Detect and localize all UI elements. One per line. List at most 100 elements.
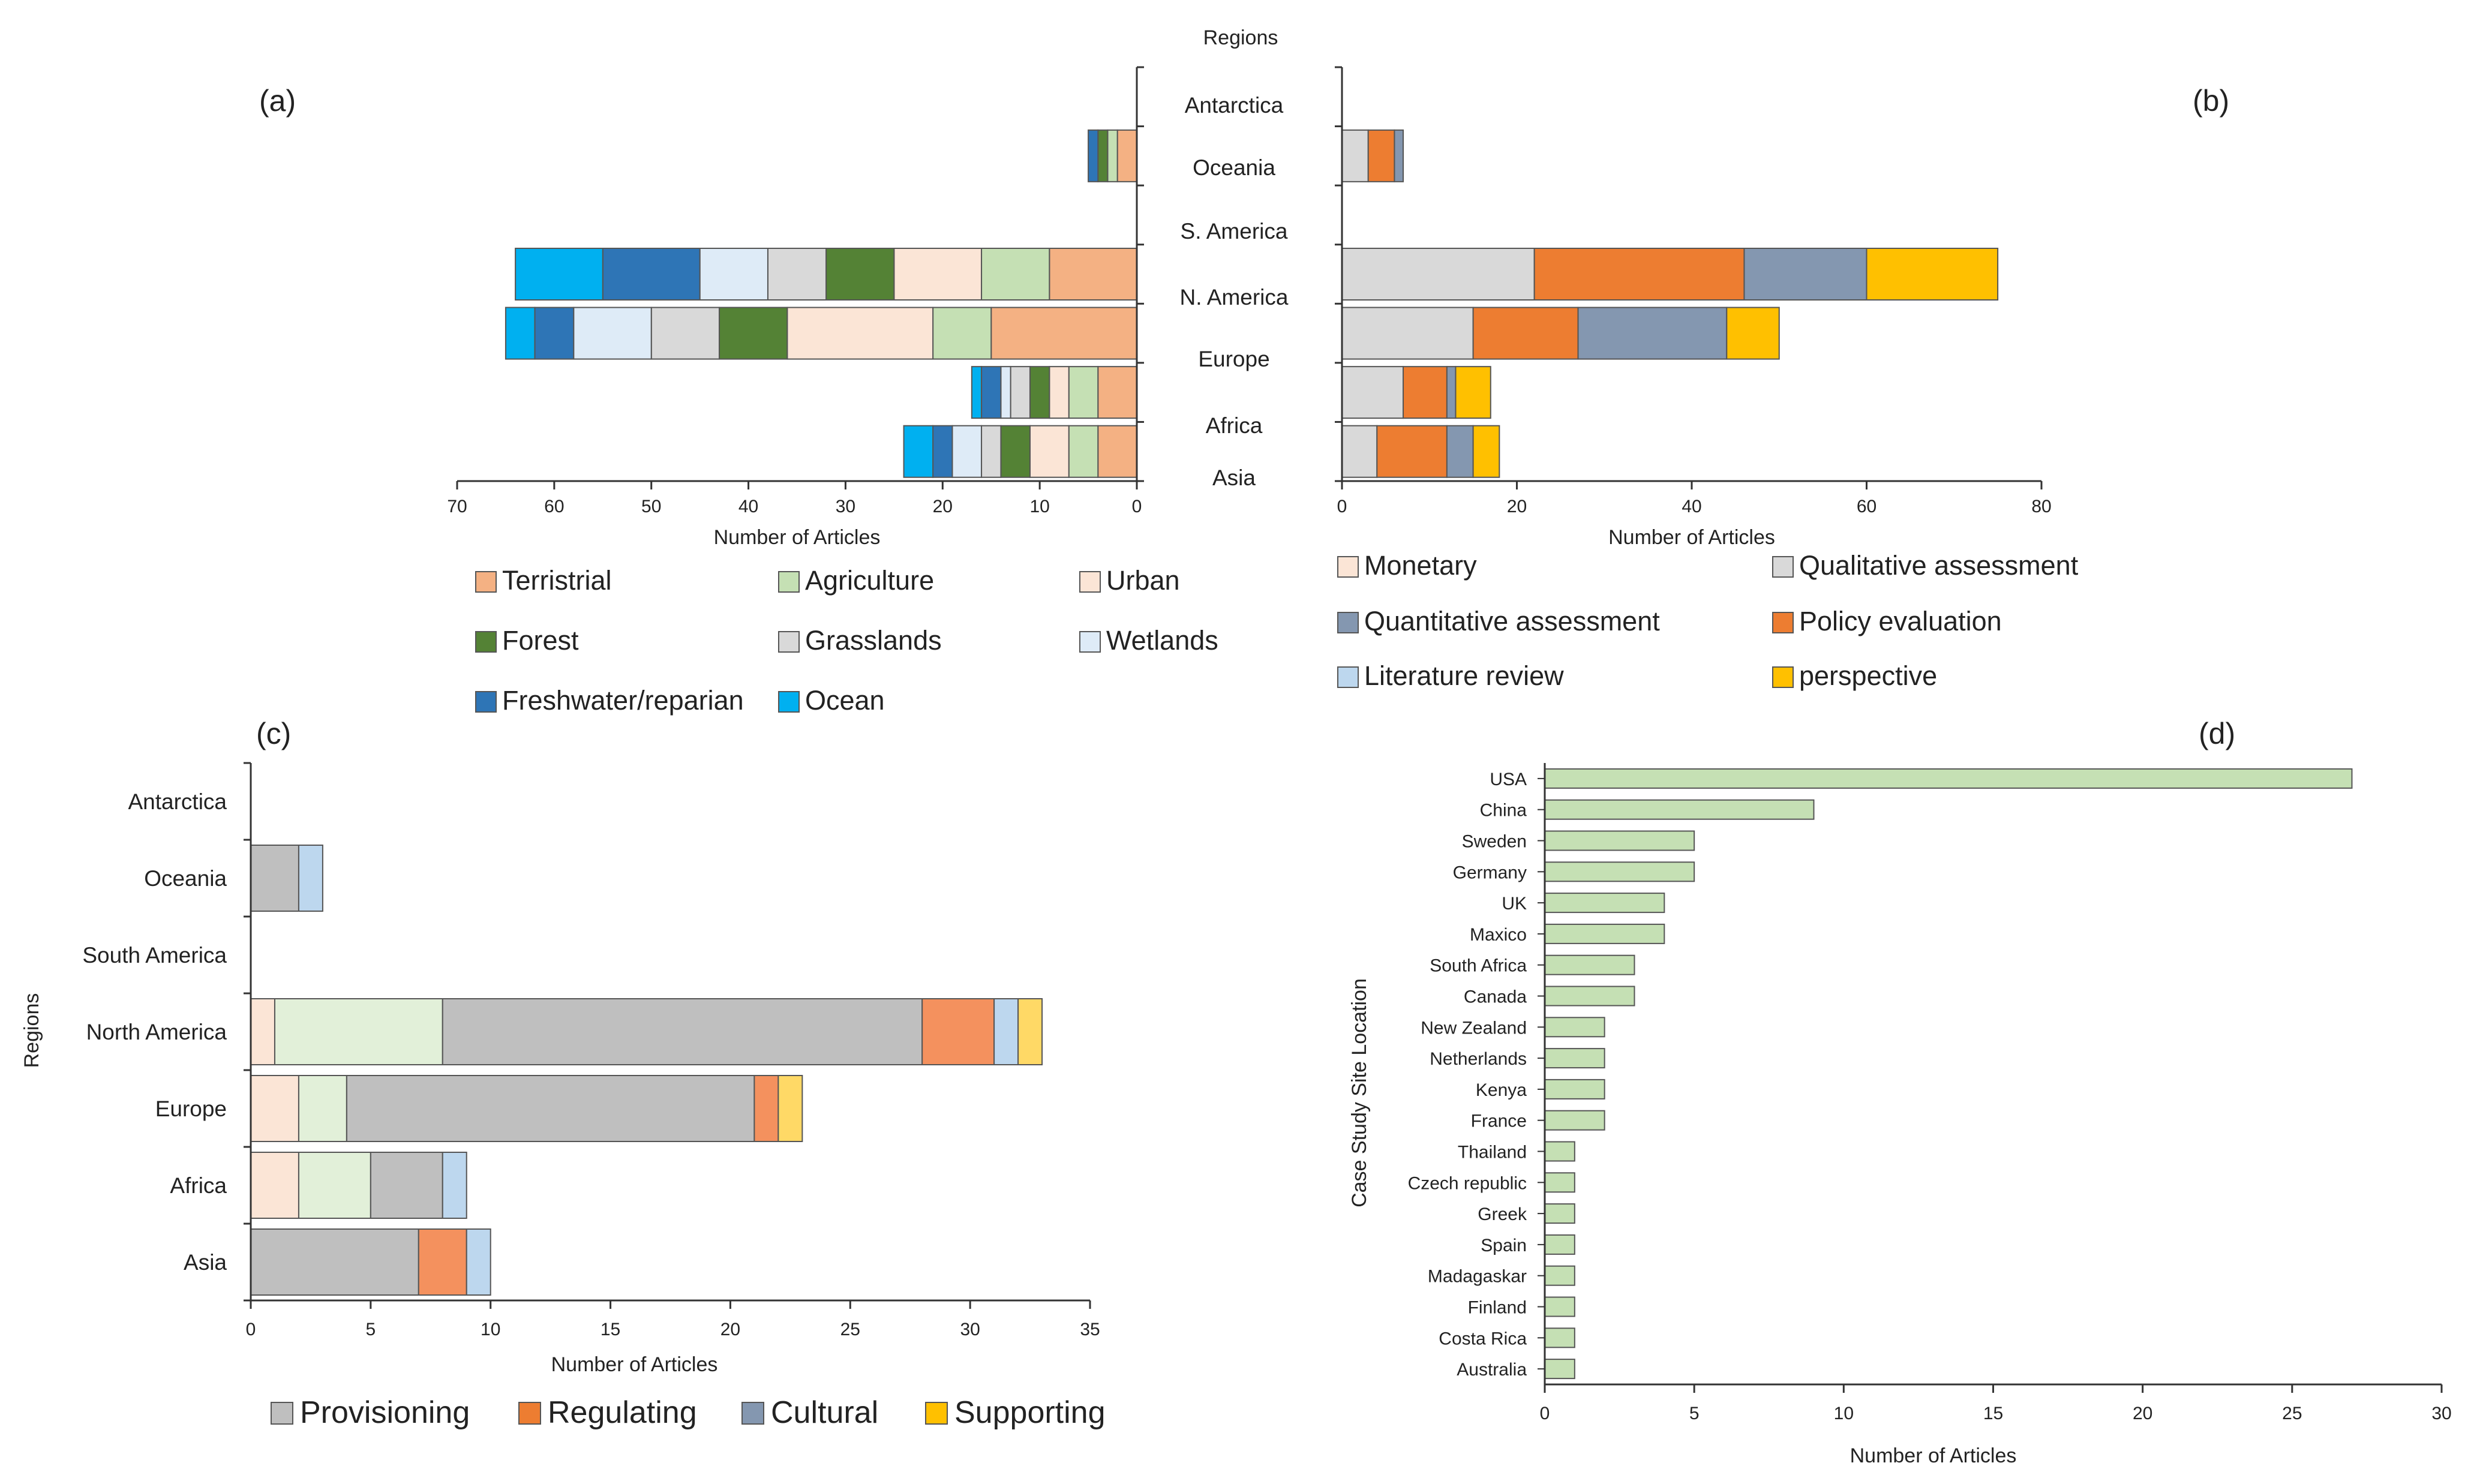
- bar-d-6: [1544, 954, 1635, 975]
- bar-d-5: [1544, 923, 1665, 944]
- bar-a-5-1: [1068, 366, 1099, 419]
- legend-swatch-b: [1337, 666, 1359, 688]
- x-tick-label-b: 0: [1337, 497, 1347, 516]
- bar-d-14: [1544, 1203, 1575, 1224]
- legend-swatch-b: [1337, 556, 1359, 578]
- panel-c: (c) Antarctica Oceania South America North A…: [20, 717, 1106, 1430]
- bar-a-4-7: [505, 307, 536, 360]
- bar-c-6-3: [418, 1228, 467, 1296]
- bar-a-1-6: [1088, 129, 1099, 182]
- x-tick-label-c: 0: [246, 1320, 256, 1339]
- category-label-d: Maxico: [1470, 925, 1527, 945]
- panel-b: (b) 0 20 40 60 80 Number of Articles Monetary Qu…: [1335, 66, 2229, 691]
- bar-d-11: [1544, 1110, 1605, 1131]
- category-label-d: China: [1480, 801, 1527, 821]
- category-label-c: Europe: [155, 1097, 227, 1121]
- legend-swatch-c: [518, 1402, 541, 1425]
- category-label-d: Spain: [1481, 1236, 1527, 1255]
- bar-a-3-3: [825, 248, 895, 301]
- panel-d: (d) USA China Sweden Germany UK Maxico South Af…: [1348, 717, 2452, 1467]
- bar-a-5-4: [1010, 366, 1031, 419]
- bar-b-1-2: [1367, 129, 1395, 182]
- x-tick-label-b: 40: [1682, 497, 1701, 516]
- legend-label-a: Urban: [1106, 565, 1180, 596]
- legend-label-a: Wetlands: [1106, 625, 1218, 656]
- category-label-a: S. America: [1181, 219, 1288, 244]
- bar-c-3-5: [1017, 998, 1043, 1065]
- bar-b-5-1: [1341, 366, 1404, 419]
- y-axis-title-d: Case Study Site Location: [1348, 978, 1371, 1207]
- bar-b-1-1: [1341, 129, 1369, 182]
- panel-a: (a) Regions 70 60 50 40 30 20 10 0 Number of Artic…: [259, 26, 1289, 716]
- bar-a-6-5: [951, 425, 983, 478]
- bar-d-18: [1544, 1327, 1575, 1348]
- bar-d-0: [1544, 768, 2353, 789]
- bar-d-13: [1544, 1172, 1575, 1193]
- x-tick-label-a: 70: [447, 497, 467, 516]
- bar-a-6-1: [1068, 425, 1099, 478]
- legend-label-b: Monetary: [1364, 550, 1477, 581]
- category-label-c: South America: [82, 943, 227, 968]
- legend-swatch-b: [1772, 556, 1794, 578]
- bar-d-19: [1544, 1359, 1575, 1380]
- bar-a-3-0: [1049, 248, 1138, 301]
- bar-c-5-2: [370, 1152, 443, 1219]
- legend-label-b: perspective: [1799, 660, 1937, 691]
- category-label-d: Thailand: [1458, 1143, 1527, 1162]
- bar-d-8: [1544, 1017, 1605, 1038]
- legend-swatch-c: [271, 1402, 293, 1425]
- panel-label-d: (d): [2199, 717, 2235, 750]
- bar-b-4-1: [1341, 307, 1474, 360]
- x-tick-label-c: 10: [481, 1320, 500, 1339]
- category-label-a: Asia: [1212, 465, 1256, 490]
- category-label-c: Antarctica: [128, 789, 227, 814]
- bar-a-3-5: [699, 248, 768, 301]
- legend-swatch-a: [475, 631, 497, 653]
- legend-label-b: Literature review: [1364, 660, 1564, 691]
- x-tick-label-c: 5: [366, 1320, 376, 1339]
- bar-d-1: [1544, 799, 1815, 820]
- bar-b-1-3: [1394, 129, 1404, 182]
- legend-label-b: Policy evaluation: [1799, 606, 2002, 636]
- x-tick-label-a: 30: [836, 497, 855, 516]
- legend-swatch-a: [1079, 631, 1101, 653]
- bar-b-5-3: [1446, 366, 1457, 419]
- bar-a-5-2: [1049, 366, 1070, 419]
- x-tick-label-c: 35: [1080, 1320, 1100, 1339]
- bar-a-4-4: [650, 307, 720, 360]
- x-tick-label-c: 20: [720, 1320, 740, 1339]
- bar-b-4-5: [1726, 307, 1780, 360]
- bar-a-5-6: [981, 366, 1002, 419]
- x-tick-label-a: 60: [544, 497, 564, 516]
- bar-c-4-3: [753, 1075, 779, 1142]
- category-label-d: Canada: [1464, 987, 1527, 1007]
- x-tick-label-a: 40: [738, 497, 758, 516]
- bar-d-12: [1544, 1141, 1575, 1162]
- bar-c-3-4: [993, 998, 1019, 1065]
- legend-swatch-a: [778, 571, 800, 593]
- bar-c-3-2: [442, 998, 923, 1065]
- legend-swatch-c: [925, 1402, 948, 1425]
- legend-label-c: Cultural: [771, 1395, 878, 1430]
- legend-label-a: Terristrial: [502, 565, 612, 596]
- bar-d-15: [1544, 1234, 1575, 1255]
- bar-c-6-2: [250, 1228, 419, 1296]
- bar-d-17: [1544, 1296, 1575, 1317]
- x-axis-title-c: Number of Articles: [551, 1353, 718, 1376]
- bar-d-3: [1544, 861, 1695, 882]
- legend-label-a: Ocean: [805, 685, 885, 716]
- bar-d-16: [1544, 1265, 1575, 1286]
- category-label-c: Asia: [184, 1250, 227, 1275]
- bar-b-5-2: [1403, 366, 1448, 419]
- bar-b-6-2: [1376, 425, 1448, 478]
- x-tick-label-d: 25: [2282, 1404, 2302, 1423]
- category-label-a: Europe: [1198, 347, 1269, 371]
- x-tick-label-b: 60: [1857, 497, 1876, 516]
- x-tick-label-d: 5: [1689, 1404, 1700, 1423]
- x-tick-label-d: 30: [2431, 1404, 2451, 1423]
- y-axis-title-c: Regions: [20, 993, 43, 1068]
- bar-a-6-0: [1097, 425, 1138, 478]
- category-label-d: Costa Rica: [1439, 1329, 1527, 1348]
- legend-swatch-c: [741, 1402, 764, 1425]
